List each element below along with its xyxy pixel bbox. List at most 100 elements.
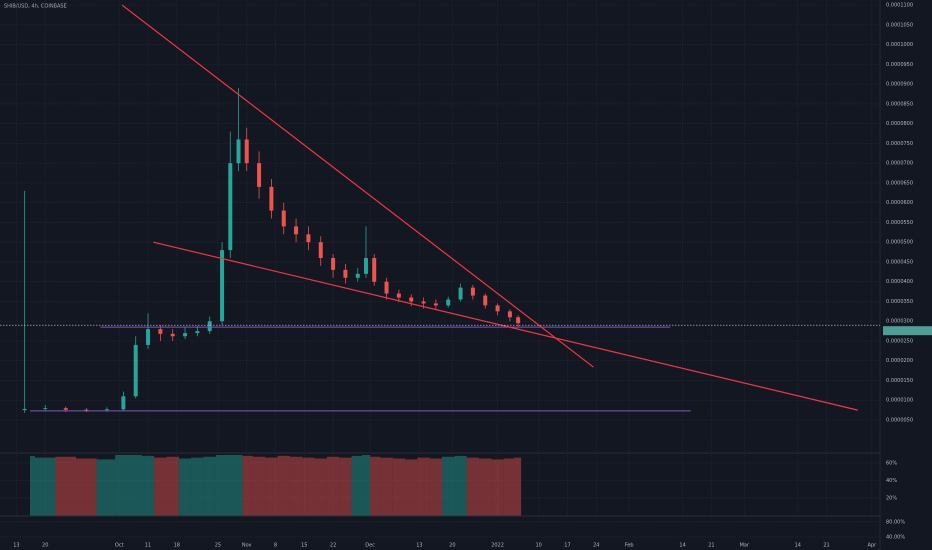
candle-body (43, 408, 48, 409)
indicator-bar (234, 455, 243, 516)
indicator-bar (203, 456, 216, 516)
x-tick-label: 8 (274, 543, 277, 549)
candle-body (104, 409, 109, 411)
indicator-bar (96, 459, 116, 516)
candle-body (269, 186, 274, 211)
y-tick-label: 40% (886, 478, 897, 484)
last-price-marker (883, 326, 932, 336)
y-tick-label: 0.0000350 (886, 299, 913, 305)
indicator-bar (442, 456, 455, 516)
y-tick-label: 0.0000800 (886, 121, 913, 127)
indicator-bar (76, 458, 97, 516)
x-tick-label: 24 (593, 543, 599, 549)
x-tick-label: 25 (215, 543, 221, 549)
indicator-bar (417, 457, 430, 516)
indicator-bar (326, 456, 340, 516)
y-tick-label: 0.0000500 (886, 240, 913, 246)
indicator-bar (30, 455, 35, 516)
candle-body (470, 287, 475, 296)
candle-body (384, 281, 389, 294)
candle-body (244, 139, 249, 164)
indicator-bar (405, 459, 418, 516)
candle-body (183, 333, 188, 337)
indicator-bar (514, 457, 522, 516)
indicator-bar (491, 459, 504, 516)
x-tick-label: 13 (416, 543, 422, 549)
y-tick-label: 0.0000200 (886, 358, 913, 364)
trend-line (121, 4, 594, 368)
y-tick-label: 0.0000400 (886, 279, 913, 285)
x-tick-label: Feb (625, 543, 634, 549)
y-tick-label: 0.0000100 (886, 398, 913, 404)
x-tick-label: Mar (740, 543, 750, 549)
y-tick-label: 0.0000050 (886, 417, 913, 423)
y-tick-label: 0.0000650 (886, 180, 913, 186)
indicator-bar (226, 455, 235, 516)
candle-body (331, 258, 336, 270)
indicator-bar (314, 458, 327, 516)
y-tick-label: 0.0001050 (886, 22, 913, 28)
y-tick-label: 20% (886, 495, 897, 501)
x-tick-label: Nov (242, 543, 252, 549)
indicator-bar (380, 457, 393, 516)
indicator-bar (277, 455, 290, 516)
candle-body (421, 301, 426, 304)
candle-body (257, 163, 262, 187)
y-tick-label: 0.0000250 (886, 338, 913, 344)
y-tick-label: 80.00% (886, 519, 905, 525)
candle-body (446, 299, 451, 306)
y-tick-label: 40.00% (886, 534, 905, 540)
indicator-bar (339, 457, 352, 516)
indicator-bar (55, 456, 77, 516)
y-tick-label: 0.0000600 (886, 200, 913, 206)
y-tick-label: 0.0000850 (886, 101, 913, 107)
y-tick-label: 0.0000900 (886, 82, 913, 88)
indicator-bar (154, 457, 167, 516)
x-tick-label: 14 (679, 543, 685, 549)
y-tick-label: 0.0000450 (886, 259, 913, 265)
indicator-bar (191, 457, 204, 516)
candle-body (483, 295, 488, 306)
x-tick-label: Dec (365, 543, 375, 549)
indicator-bar (351, 455, 362, 516)
indicator-bar (166, 456, 179, 516)
x-tick-label: 18 (174, 543, 180, 549)
candle-body (63, 408, 68, 410)
indicator-bar (178, 458, 192, 516)
indicator-bar (361, 455, 371, 516)
candle-body (22, 408, 27, 411)
indicator-bar (129, 455, 142, 516)
x-tick-label: 11 (145, 543, 151, 549)
y-tick-label: 0.0000300 (886, 319, 913, 325)
indicator-bar (454, 455, 467, 516)
x-tick-label: Oct (115, 543, 124, 549)
indicator-bar (392, 458, 406, 516)
indicator-bar (302, 457, 315, 516)
indicator-bar (370, 456, 381, 516)
candle-body (516, 317, 521, 324)
candle-body (306, 234, 311, 243)
candle-body (146, 329, 151, 345)
indicator-bar (429, 458, 443, 516)
candle-body (195, 331, 200, 334)
candle-body (133, 344, 138, 397)
indicator-bar (289, 456, 303, 516)
chart-title: SHIB/USD, 4h, COINBASE (4, 4, 67, 10)
x-tick-label: 21 (823, 543, 829, 549)
indicator-bar (479, 458, 492, 516)
candle-body (495, 305, 500, 312)
candle-body (207, 321, 212, 332)
y-tick-label: 0.0000750 (886, 141, 913, 147)
candle-body (433, 303, 438, 306)
candle-body (458, 287, 463, 300)
x-tick-label: 2022 (491, 543, 504, 549)
x-tick-label: Apr (867, 543, 877, 549)
indicator-bar (141, 455, 155, 516)
y-tick-label: 0.0000150 (886, 378, 913, 384)
candle-body (158, 329, 163, 334)
candle-body (84, 409, 89, 411)
y-tick-label: 0.0000550 (886, 220, 913, 226)
candle-body (220, 250, 225, 322)
